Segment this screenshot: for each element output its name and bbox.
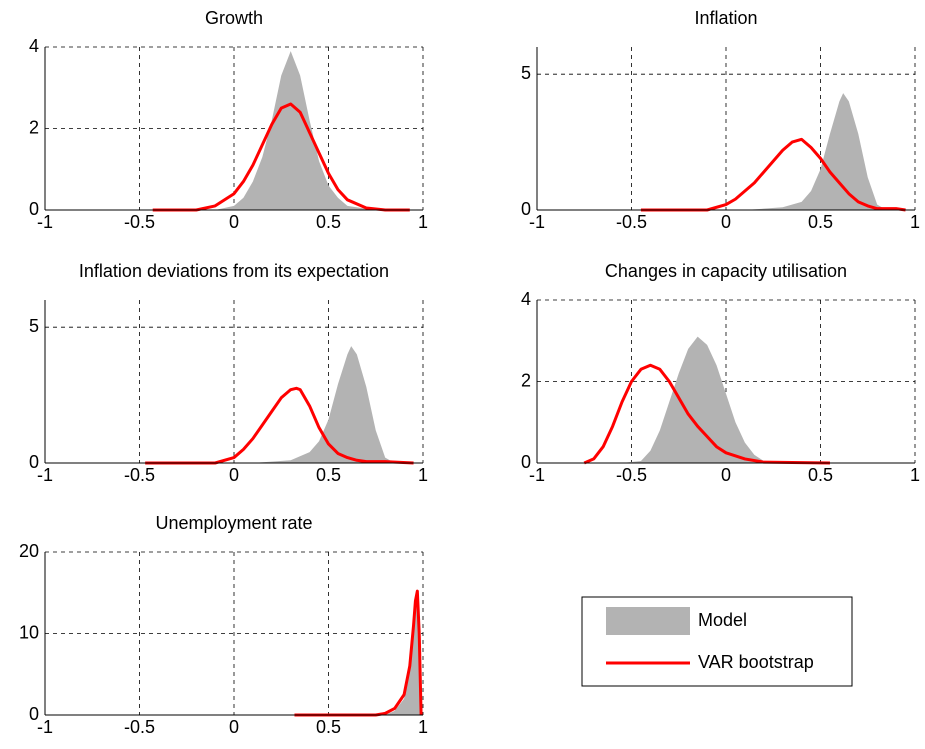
x-tick-label: 0.5 (316, 717, 341, 737)
legend-label: VAR bootstrap (698, 652, 814, 672)
y-tick-label: 5 (521, 63, 531, 83)
x-tick-label: 0 (229, 717, 239, 737)
x-tick-label: 0.5 (808, 465, 833, 485)
legend: Model VAR bootstrap (581, 596, 853, 687)
x-tick-label: -0.5 (124, 717, 155, 737)
x-tick-label: 1 (418, 212, 428, 232)
y-tick-label: 2 (29, 117, 39, 137)
x-tick-label: -1 (529, 212, 545, 232)
subplot: Growth -1 -0.5 0 0.5 1 0 2 4 (29, 8, 428, 232)
legend-swatch (606, 607, 690, 635)
density-area (622, 336, 774, 463)
subplot-title: Inflation deviations from its expectatio… (79, 261, 389, 281)
density-line (583, 363, 830, 465)
y-tick-label: 5 (29, 316, 39, 336)
subplot: Inflation -1 -0.5 0 0.5 1 0 5 (521, 8, 920, 232)
y-tick-label: 4 (29, 36, 39, 56)
density-area (744, 93, 887, 210)
x-tick-label: 1 (418, 717, 428, 737)
x-tick-label: 1 (910, 212, 920, 232)
y-tick-label: 2 (521, 370, 531, 390)
density-area (385, 592, 422, 715)
x-tick-label: -1 (37, 465, 53, 485)
density-line (145, 386, 414, 465)
subplot-title: Unemployment rate (155, 513, 312, 533)
x-tick-label: 0 (721, 212, 731, 232)
x-tick-label: -0.5 (124, 465, 155, 485)
density-line (152, 102, 410, 212)
x-tick-label: 0.5 (808, 212, 833, 232)
y-tick-label: 4 (521, 289, 531, 309)
y-tick-label: 0 (29, 199, 39, 219)
subplot-title: Changes in capacity utilisation (605, 261, 847, 281)
x-tick-label: 0.5 (316, 212, 341, 232)
y-tick-label: 0 (521, 199, 531, 219)
density-line (294, 589, 423, 717)
subplot-title: Inflation (694, 8, 757, 28)
x-tick-label: -0.5 (616, 465, 647, 485)
legend-label: Model (698, 610, 747, 630)
x-tick-label: -1 (529, 465, 545, 485)
x-tick-label: 0.5 (316, 465, 341, 485)
y-tick-label: 0 (29, 704, 39, 724)
y-tick-label: 10 (19, 622, 39, 642)
subplot: Inflation deviations from its expectatio… (29, 261, 428, 485)
y-tick-label: 0 (29, 452, 39, 472)
x-tick-label: -0.5 (616, 212, 647, 232)
x-tick-label: 0 (229, 212, 239, 232)
subplot-title: Growth (205, 8, 263, 28)
x-tick-label: -1 (37, 717, 53, 737)
x-tick-label: -1 (37, 212, 53, 232)
x-tick-label: 0 (229, 465, 239, 485)
x-tick-label: 0 (721, 465, 731, 485)
x-tick-label: 1 (418, 465, 428, 485)
density-area (252, 346, 395, 463)
x-tick-label: 1 (910, 465, 920, 485)
y-tick-label: 0 (521, 452, 531, 472)
density-area (215, 51, 386, 211)
subplot: Changes in capacity utilisation -1 -0.5 0 0.… (521, 261, 920, 485)
x-tick-label: -0.5 (124, 212, 155, 232)
y-tick-label: 20 (19, 541, 39, 561)
density-line (640, 137, 906, 212)
